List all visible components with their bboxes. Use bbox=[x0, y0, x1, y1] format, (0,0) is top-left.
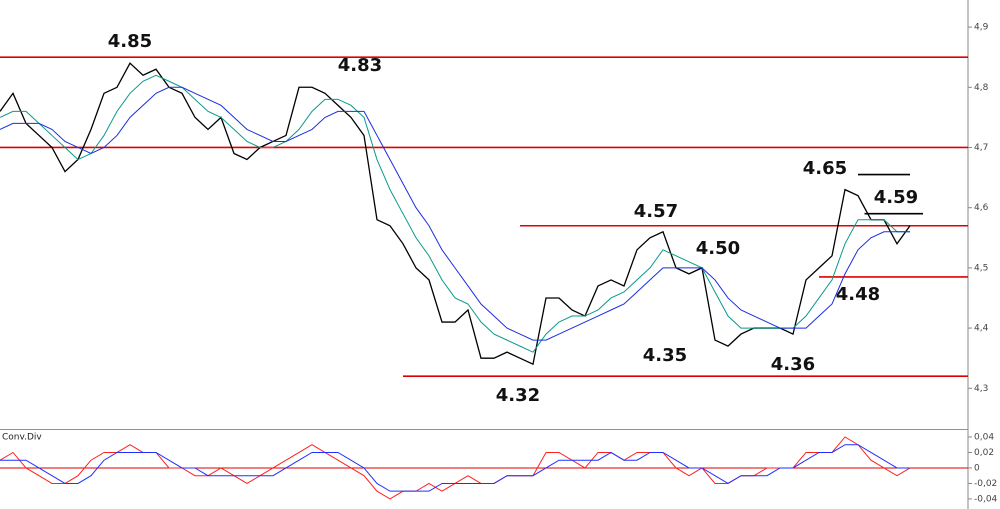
annotation: 4.85 bbox=[108, 31, 152, 52]
series-line bbox=[0, 86, 910, 341]
y-tick-label: 4,4 bbox=[974, 324, 989, 334]
y-tick-label: 0,04 bbox=[974, 432, 994, 442]
y-tick-label: 0 bbox=[974, 463, 980, 473]
y-tick-label: 4,8 bbox=[974, 83, 989, 93]
annotation: 4.57 bbox=[634, 201, 678, 222]
y-tick-label: 4,7 bbox=[974, 143, 988, 153]
y-tick-label: -0,02 bbox=[974, 479, 997, 489]
y-tick-label: 4,6 bbox=[974, 203, 989, 213]
annotation: 4.32 bbox=[496, 385, 540, 406]
annotation: 4.36 bbox=[771, 354, 815, 375]
annotation: 4.83 bbox=[338, 55, 382, 76]
annotation: 4.35 bbox=[643, 345, 687, 366]
y-tick-label: 4,3 bbox=[974, 384, 988, 394]
annotation: 4.50 bbox=[696, 238, 740, 259]
series-line bbox=[0, 74, 910, 353]
annotation: 4.48 bbox=[836, 284, 880, 305]
annotation: 4.65 bbox=[803, 158, 847, 179]
y-tick-label: 4,9 bbox=[974, 23, 989, 33]
series-line bbox=[0, 444, 910, 492]
panel-title: Conv.Div bbox=[2, 433, 42, 443]
annotation: 4.59 bbox=[874, 187, 918, 208]
y-tick-label: 4,5 bbox=[974, 263, 988, 273]
y-tick-label: 0,02 bbox=[974, 448, 994, 458]
y-tick-label: -0,04 bbox=[974, 494, 998, 504]
